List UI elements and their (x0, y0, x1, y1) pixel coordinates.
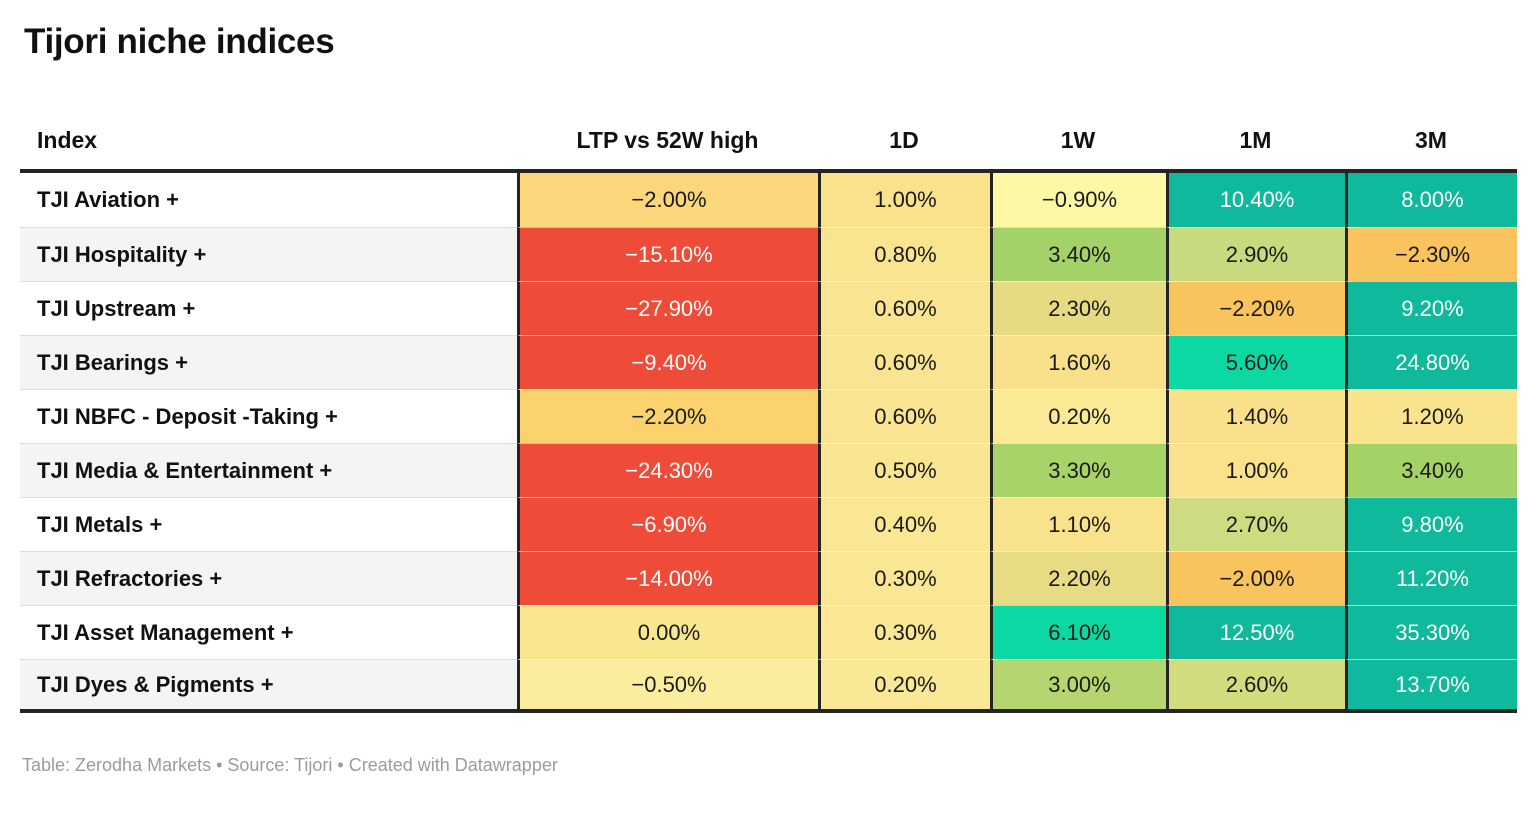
table-header: Index LTP vs 52W high 1D 1W 1M 3M (20, 95, 1517, 174)
value-cell: 0.30% (818, 551, 990, 606)
value-cell: 1.60% (990, 335, 1166, 390)
value-cell: −0.90% (990, 173, 1166, 228)
value-cell: −27.90% (517, 281, 818, 336)
value-cell: 8.00% (1345, 173, 1517, 228)
value-cell: 35.30% (1345, 605, 1517, 660)
row-label: TJI Asset Management + (20, 605, 517, 660)
table-row: TJI Hospitality + −15.10% 0.80% 3.40% 2.90% −… (20, 227, 1517, 282)
value-cell: 3.40% (990, 227, 1166, 282)
row-label: TJI Dyes & Pigments + (20, 659, 517, 714)
value-cell: 1.00% (1166, 443, 1345, 498)
table-row: TJI Upstream + −27.90% 0.60% 2.30% −2.20% 9.2… (20, 281, 1517, 336)
value-cell: −2.00% (517, 173, 818, 228)
value-cell: 1.00% (818, 173, 990, 228)
value-cell: 12.50% (1166, 605, 1345, 660)
value-cell: 2.20% (990, 551, 1166, 606)
value-cell: 6.10% (990, 605, 1166, 660)
col-header-1w: 1W (990, 95, 1166, 174)
header-row: Index LTP vs 52W high 1D 1W 1M 3M (20, 95, 1517, 174)
col-header-1d: 1D (818, 95, 990, 174)
value-cell: 24.80% (1345, 335, 1517, 390)
table-row: TJI Asset Management +0.00% 0.30% 6.10% 12.… (20, 605, 1517, 660)
value-cell: −2.00% (1166, 551, 1345, 606)
value-cell: −6.90% (517, 497, 818, 552)
row-label: TJI Bearings + (20, 335, 517, 390)
value-cell: 0.20% (990, 389, 1166, 444)
value-cell: 11.20% (1345, 551, 1517, 606)
value-cell: 2.30% (990, 281, 1166, 336)
value-cell: 3.30% (990, 443, 1166, 498)
value-cell: 0.60% (818, 389, 990, 444)
value-cell: 10.40% (1166, 173, 1345, 228)
value-cell: 13.70% (1345, 659, 1517, 714)
value-cell: 1.40% (1166, 389, 1345, 444)
value-cell: 1.20% (1345, 389, 1517, 444)
value-cell: −15.10% (517, 227, 818, 282)
col-header-index: Index (20, 95, 517, 174)
value-cell: −24.30% (517, 443, 818, 498)
value-cell: 2.60% (1166, 659, 1345, 714)
value-cell: 2.90% (1166, 227, 1345, 282)
value-cell: 0.00% (517, 605, 818, 660)
row-label: TJI Aviation + (20, 173, 517, 228)
table-row: TJI NBFC - Deposit -Taking + −2.20% 0.60% 0… (20, 389, 1517, 444)
value-cell: 3.40% (1345, 443, 1517, 498)
col-header-3m: 3M (1345, 95, 1517, 174)
value-cell: −2.20% (1166, 281, 1345, 336)
table-row: TJI Refractories + −14.00% 0.30% 2.20% −2.00… (20, 551, 1517, 606)
page: Tijori niche indices Index LTP vs 52W hi… (0, 22, 1540, 776)
value-cell: 5.60% (1166, 335, 1345, 390)
col-header-1m: 1M (1166, 95, 1345, 174)
value-cell: −14.00% (517, 551, 818, 606)
value-cell: −0.50% (517, 659, 818, 714)
row-label: TJI Refractories + (20, 551, 517, 606)
row-label: TJI Hospitality + (20, 227, 517, 282)
row-label: TJI Metals + (20, 497, 517, 552)
row-label: TJI Media & Entertainment + (20, 443, 517, 498)
value-cell: 0.50% (818, 443, 990, 498)
value-cell: 0.20% (818, 659, 990, 714)
value-cell: 9.20% (1345, 281, 1517, 336)
table-row: TJI Metals + −6.90% 0.40% 1.10% 2.70% 9.80% (20, 497, 1517, 552)
value-cell: −2.20% (517, 389, 818, 444)
value-cell: 0.60% (818, 281, 990, 336)
table-body: TJI Aviation + −2.00% 1.00% −0.90% 10.40% 8.0… (20, 173, 1517, 714)
page-title: Tijori niche indices (24, 22, 335, 61)
row-label: TJI Upstream + (20, 281, 517, 336)
table-row: TJI Bearings + −9.40% 0.60% 1.60% 5.60% 24.80… (20, 335, 1517, 390)
value-cell: 2.70% (1166, 497, 1345, 552)
value-cell: 9.80% (1345, 497, 1517, 552)
attribution-footer: Table: Zerodha Markets • Source: Tijori … (22, 755, 558, 776)
value-cell: 0.40% (818, 497, 990, 552)
value-cell: −9.40% (517, 335, 818, 390)
value-cell: 0.60% (818, 335, 990, 390)
value-cell: −2.30% (1345, 227, 1517, 282)
value-cell: 3.00% (990, 659, 1166, 714)
table-row: TJI Aviation + −2.00% 1.00% −0.90% 10.40% 8.0… (20, 173, 1517, 228)
value-cell: 0.30% (818, 605, 990, 660)
table-row: TJI Media & Entertainment + −24.30% 0.50% 3… (20, 443, 1517, 498)
col-header-ltp-vs-52w-high: LTP vs 52W high (517, 95, 818, 174)
indices-table: Index LTP vs 52W high 1D 1W 1M 3M TJI Av… (20, 95, 1517, 714)
row-label: TJI NBFC - Deposit -Taking + (20, 389, 517, 444)
value-cell: 0.80% (818, 227, 990, 282)
value-cell: 1.10% (990, 497, 1166, 552)
table-row: TJI Dyes & Pigments + −0.50% 0.20% 3.00% 2.6… (20, 659, 1517, 714)
